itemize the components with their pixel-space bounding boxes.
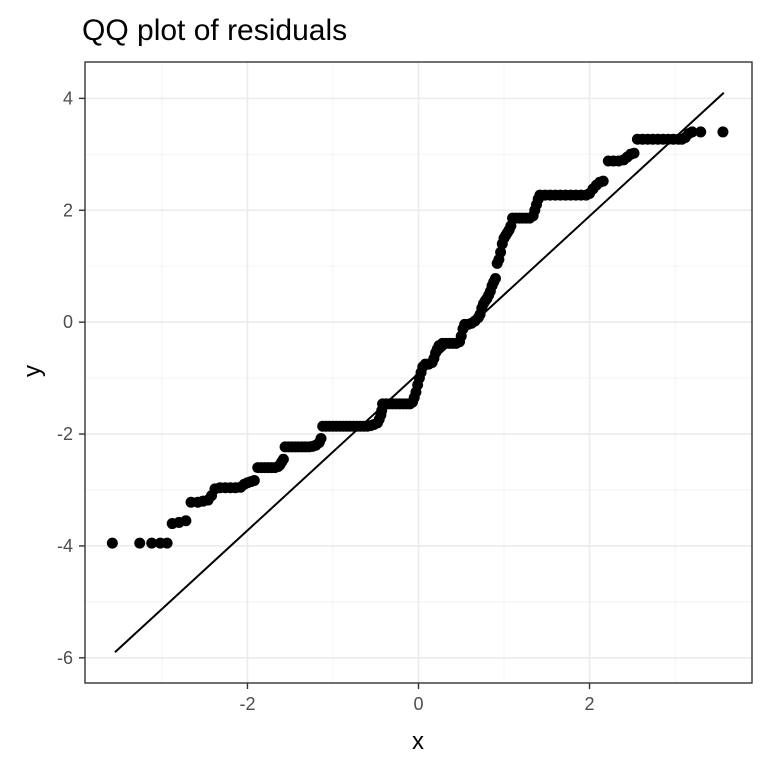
chart-title: QQ plot of residuals	[82, 14, 347, 47]
data-point	[597, 175, 609, 187]
data-point	[146, 537, 158, 549]
data-point	[180, 515, 192, 527]
x-axis-title: x	[412, 728, 424, 755]
data-point	[277, 453, 289, 465]
x-tick-label: 0	[413, 694, 423, 714]
data-point	[695, 126, 707, 138]
y-tick-label: -2	[57, 424, 73, 444]
y-axis-ticks: 4 2 0 -2 -4 -6	[57, 88, 85, 668]
data-point	[686, 126, 698, 138]
x-axis-ticks: -2 0 2	[239, 683, 595, 714]
data-point	[134, 537, 146, 549]
data-point	[628, 147, 640, 159]
data-points	[106, 126, 729, 549]
y-tick-label: -6	[57, 648, 73, 668]
y-tick-label: 2	[63, 200, 73, 220]
data-point	[489, 273, 501, 285]
data-point	[106, 537, 118, 549]
data-point	[495, 246, 507, 258]
y-axis-title: y	[19, 365, 46, 377]
data-point	[315, 433, 327, 445]
y-tick-label: 0	[63, 312, 73, 332]
data-point	[161, 537, 173, 549]
data-point	[717, 126, 729, 138]
x-tick-label: -2	[239, 694, 255, 714]
x-tick-label: 2	[585, 694, 595, 714]
y-tick-label: -4	[57, 536, 73, 556]
data-point	[248, 474, 260, 486]
major-gridlines	[85, 62, 752, 683]
y-tick-label: 4	[63, 88, 73, 108]
